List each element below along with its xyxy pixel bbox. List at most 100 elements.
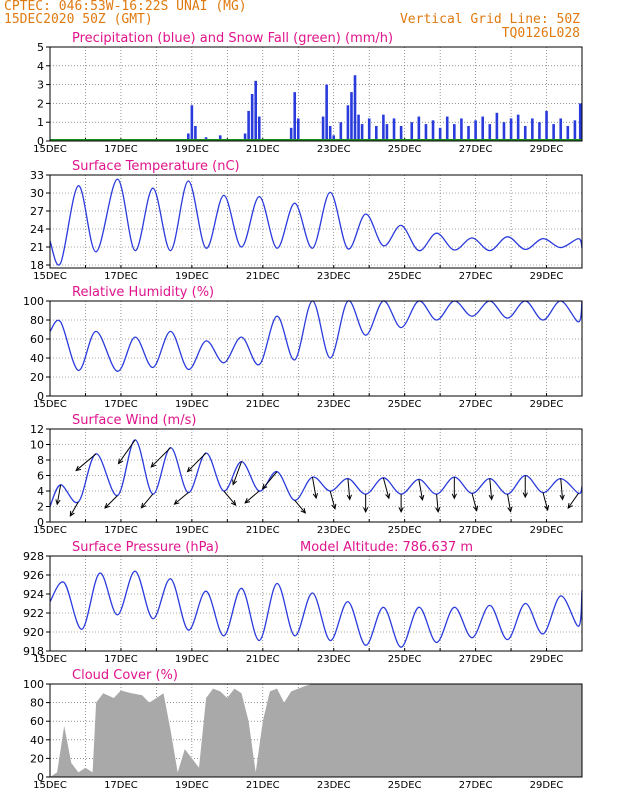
wind-arrow-head — [150, 462, 157, 468]
precip-bar — [467, 125, 470, 141]
cloud-cover-area — [50, 684, 582, 777]
wind-arrow — [329, 490, 337, 510]
wind-arrow-head — [544, 505, 550, 512]
wind-arrow-shaft — [471, 493, 478, 511]
wind-arrow-head — [173, 499, 180, 505]
wind-arrow-head — [398, 507, 404, 514]
series-line — [49, 570, 583, 648]
x-tick-label: 21DEC — [246, 654, 280, 665]
wind-arrow-head — [69, 510, 75, 517]
y-tick-label: 0 — [37, 390, 44, 403]
precip-bar — [453, 124, 456, 141]
precip-bar — [289, 127, 293, 141]
wind-arrow-head — [331, 503, 337, 510]
y-tick-label: 922 — [23, 607, 44, 620]
precip-bar — [243, 133, 247, 141]
y-tick-label: 24 — [30, 223, 44, 236]
wind-arrow-shaft — [223, 490, 236, 506]
precip-bar — [559, 118, 563, 141]
y-tick-label: 5 — [37, 41, 44, 54]
wind-arrow-head — [186, 466, 193, 473]
panel-title: Surface Wind (m/s) — [72, 413, 196, 428]
y-tick-label: 928 — [23, 550, 44, 563]
y-tick-label: 6 — [37, 470, 44, 483]
wind-arrow-shaft — [542, 492, 549, 511]
wind-arrow-head — [312, 493, 318, 500]
y-tick-label: 0 — [37, 771, 44, 784]
y-tick-label: 0 — [37, 135, 44, 148]
precip-bar — [566, 125, 570, 141]
panel-frame — [49, 428, 583, 523]
panel-title: Surface Temperature (nC) — [72, 159, 240, 174]
x-tick-label: 19DEC — [175, 654, 209, 665]
wind-arrow — [435, 494, 441, 513]
x-tick-label: 19DEC — [175, 780, 209, 791]
wind-arrow — [173, 492, 189, 505]
precip-bar — [293, 92, 297, 141]
precip-bar — [339, 122, 343, 141]
y-tick-label: 60 — [30, 715, 44, 728]
panel-5: 918 920 922 924 926 928 15DEC 17DEC 19DEC 21DEC 23… — [23, 540, 583, 665]
wind-arrow-head — [55, 499, 61, 506]
y-tick-label: 3 — [37, 79, 44, 92]
precip-bar — [474, 120, 477, 141]
x-tick-label: 17DEC — [104, 399, 138, 410]
x-tick-label: 17DEC — [104, 271, 138, 282]
x-tick-label: 15DEC — [33, 525, 67, 536]
wind-arrow — [150, 447, 171, 468]
precip-bar — [531, 118, 534, 141]
wind-arrow-shaft — [329, 490, 336, 509]
x-tick-label: 27DEC — [459, 271, 493, 282]
y-tick-label: 4 — [37, 60, 44, 73]
precip-bar — [573, 120, 577, 141]
x-tick-label: 27DEC — [459, 780, 493, 791]
y-tick-label: 100 — [23, 678, 44, 691]
wind-arrow — [567, 493, 579, 509]
x-tick-label: 27DEC — [459, 144, 493, 155]
wind-arrow — [398, 494, 404, 514]
header-station-line: CPTEC: 046:53W-16:22S UNAI (MG) — [4, 0, 247, 14]
wind-arrow-head — [567, 502, 573, 509]
wind-arrow — [294, 499, 307, 514]
y-tick-label: 1 — [37, 116, 44, 129]
panel-title: Precipitation (blue) and Snow Fall (gree… — [72, 31, 393, 46]
wind-arrow-shaft — [311, 476, 317, 499]
x-tick-label: 25DEC — [388, 654, 422, 665]
precip-bar — [296, 118, 300, 141]
y-tick-label: 918 — [23, 645, 44, 658]
x-tick-label: 17DEC — [104, 144, 138, 155]
x-tick-label: 25DEC — [388, 399, 422, 410]
panel-3: 0 20 40 60 80 100 15DEC 17DEC 19DEC 21DEC 23DEC 25D… — [23, 285, 583, 410]
precip-bar — [328, 125, 332, 141]
precip-bar — [399, 125, 403, 141]
x-tick-label: 19DEC — [175, 399, 209, 410]
y-tick-label: 80 — [30, 697, 44, 710]
precip-bar — [424, 124, 428, 141]
precip-bar — [350, 92, 353, 141]
wind-arrow-head — [230, 500, 237, 506]
wind-arrow-head — [385, 493, 391, 500]
wind-arrow — [69, 501, 79, 517]
precip-bar — [509, 118, 513, 141]
x-tick-label: 15DEC — [33, 144, 67, 155]
x-tick-label: 15DEC — [33, 271, 67, 282]
wind-arrow-shaft — [141, 493, 154, 509]
wind-arrow — [140, 493, 154, 509]
y-tick-label: 20 — [30, 371, 44, 384]
precip-bar — [190, 105, 194, 141]
wind-arrow-head — [522, 492, 528, 499]
precip-bar — [523, 125, 527, 141]
y-tick-label: 80 — [30, 314, 44, 327]
y-tick-label: 926 — [23, 569, 44, 582]
precip-bar — [321, 116, 325, 141]
wind-arrow — [55, 484, 62, 506]
x-tick-label: 29DEC — [530, 654, 564, 665]
x-tick-label: 25DEC — [388, 780, 422, 791]
precip-bar — [353, 75, 357, 141]
precip-bar — [392, 118, 396, 141]
panel-frame — [49, 683, 583, 778]
x-tick-label: 23DEC — [317, 525, 351, 536]
wind-arrow-head — [117, 458, 124, 465]
wind-arrow-head — [473, 505, 479, 512]
precip-bar — [410, 122, 414, 141]
